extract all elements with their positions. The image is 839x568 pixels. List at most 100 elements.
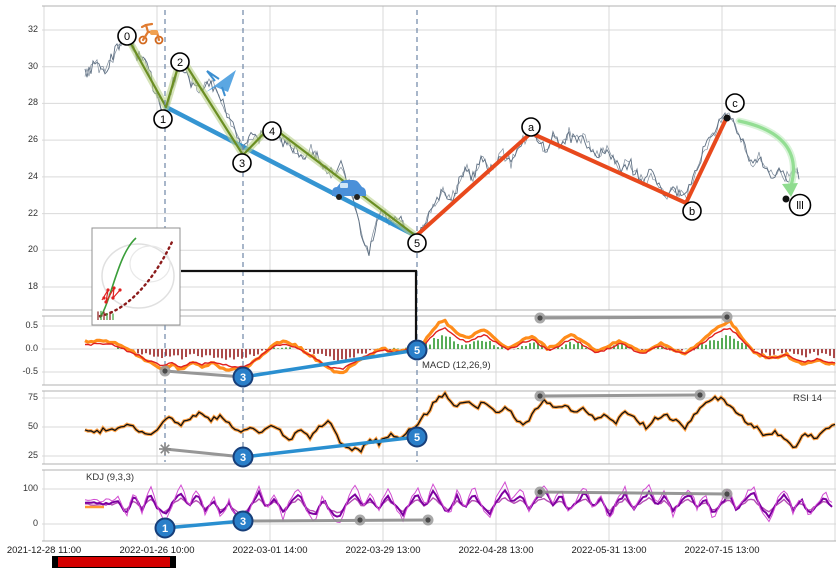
inset-red-dot xyxy=(106,288,110,292)
wave-point-label: 0 xyxy=(124,31,130,43)
x-tick-label: 2021-12-28 11:00 xyxy=(6,545,82,556)
wave-point-circle[interactable] xyxy=(407,233,427,253)
wave-point-c[interactable]: c xyxy=(725,93,745,113)
blue-connector-line[interactable] xyxy=(163,519,245,530)
gray-connector-line[interactable] xyxy=(539,393,701,398)
wave-marker-5[interactable]: 5 xyxy=(406,339,428,361)
gray-connector-line[interactable] xyxy=(539,490,728,496)
inset-red-dot xyxy=(112,286,116,290)
wave-marker-circle[interactable] xyxy=(232,510,254,532)
wave-point-circle[interactable] xyxy=(521,117,541,137)
wave-point-circle[interactable] xyxy=(682,201,702,221)
forecast-arrow xyxy=(737,119,796,188)
x-tick-label: 2022-01-26 10:00 xyxy=(119,545,195,556)
macd-histogram xyxy=(117,335,835,362)
macd-tick-label: 0.0 xyxy=(25,343,38,353)
wave-point-label: 1 xyxy=(160,114,166,126)
rsi-line xyxy=(84,391,836,453)
wave-marker-circle[interactable] xyxy=(406,339,428,361)
impulse-wave-line[interactable] xyxy=(129,41,417,237)
wave-point-circle[interactable] xyxy=(232,153,252,173)
wave-point-label: b xyxy=(689,206,695,218)
gray-connector-line[interactable] xyxy=(164,447,244,459)
gray-dot-inner xyxy=(724,314,730,320)
scooter-icon xyxy=(138,22,164,45)
inset-red-dot xyxy=(102,296,106,300)
wave-marker-label: 3 xyxy=(240,452,246,464)
rsi-panel-label: RSI 14 xyxy=(793,393,823,404)
wave-point-circle[interactable] xyxy=(725,93,745,113)
gray-connector-line[interactable] xyxy=(539,315,728,320)
gray-dot-inner xyxy=(697,392,703,398)
wave-point-5[interactable]: 5 xyxy=(407,233,427,253)
car-icon xyxy=(332,180,366,200)
x-tick-label: 2022-03-01 14:00 xyxy=(232,545,308,556)
price-tick-label: 26 xyxy=(27,134,38,144)
inset-red-dot xyxy=(118,288,122,292)
taskbar-highlight xyxy=(58,557,170,567)
wave-marker-5[interactable]: 5 xyxy=(406,426,428,448)
wave-point-circle[interactable] xyxy=(153,109,173,129)
wave-marker-circle[interactable] xyxy=(232,446,254,468)
wave-point-b[interactable]: b xyxy=(682,201,702,221)
wave-marker-circle[interactable] xyxy=(406,426,428,448)
inset-circle-sm xyxy=(129,245,171,283)
inset-circle-lg xyxy=(101,243,175,309)
wave-point-circle[interactable] xyxy=(788,193,812,217)
inset-thumbnail[interactable] xyxy=(91,227,181,326)
wave-point-2[interactable]: 2 xyxy=(170,52,190,72)
wave-point-circle[interactable] xyxy=(170,52,190,72)
wave-point-4[interactable]: 4 xyxy=(262,121,282,141)
kdj-j-line xyxy=(84,480,833,526)
wave-marker-label: 5 xyxy=(414,432,420,444)
wave-point-circle[interactable] xyxy=(117,26,137,46)
wave-marker-3[interactable]: 3 xyxy=(232,366,254,388)
kdj-panel-label: KDJ (9,3,3) xyxy=(86,472,135,483)
star-marker[interactable] xyxy=(159,443,171,455)
x-tick-label: 2022-07-15 13:00 xyxy=(684,545,760,556)
airplane-icon xyxy=(206,70,236,97)
blue-connector-line[interactable] xyxy=(241,435,419,459)
car-wheel xyxy=(336,194,342,200)
price-tick-label: 22 xyxy=(27,208,38,218)
wave-marker-label: 3 xyxy=(240,372,246,384)
star-spoke xyxy=(160,444,170,454)
scooter-seat xyxy=(150,30,158,35)
car-window xyxy=(340,183,348,188)
wave-point-a[interactable]: a xyxy=(521,117,541,137)
wave-point-1[interactable]: 1 xyxy=(153,109,173,129)
price-tick-label: 32 xyxy=(27,24,38,34)
wave-point-label: a xyxy=(528,122,535,134)
gray-connector-line[interactable] xyxy=(164,369,244,379)
scooter-wheel xyxy=(138,35,148,45)
wave-marker-circle[interactable] xyxy=(154,517,176,539)
macd-tick-label: -0.5 xyxy=(22,366,38,376)
wave-point-3[interactable]: 3 xyxy=(232,153,252,173)
wave-point-0[interactable]: 0 xyxy=(117,26,137,46)
blue-connector-line[interactable] xyxy=(241,348,419,379)
kdj-tick-label: 0 xyxy=(32,518,38,528)
macd-tick-label: 0.5 xyxy=(25,320,38,330)
correction-wave-line[interactable] xyxy=(414,115,729,238)
wave-marker-1[interactable]: 1 xyxy=(154,517,176,539)
price-tick-label: 28 xyxy=(27,97,38,107)
gray-dot-inner xyxy=(537,315,543,321)
inset-red-dot xyxy=(111,296,115,300)
car-body xyxy=(332,180,366,196)
pivot-dot xyxy=(723,114,731,122)
x-tick-label: 2022-05-31 13:00 xyxy=(571,545,647,556)
x-tick-label: 2022-04-28 13:00 xyxy=(458,545,534,556)
wave-marker-3[interactable]: 3 xyxy=(232,446,254,468)
gray-dot-inner xyxy=(425,517,431,523)
inset-callout-bracket xyxy=(181,269,418,340)
gray-connector-line[interactable] xyxy=(242,518,429,523)
wave-marker-3[interactable]: 3 xyxy=(232,510,254,532)
rsi-tick-label: 50 xyxy=(27,421,38,431)
wave-point-circle[interactable] xyxy=(262,121,282,141)
wave-point-lll[interactable]: lll xyxy=(788,193,812,217)
car-wheel xyxy=(354,194,360,200)
taskbar-fragment xyxy=(52,556,176,568)
support-trendline[interactable] xyxy=(163,104,419,239)
wave-point-label: 4 xyxy=(269,126,275,138)
wave-marker-circle[interactable] xyxy=(232,366,254,388)
